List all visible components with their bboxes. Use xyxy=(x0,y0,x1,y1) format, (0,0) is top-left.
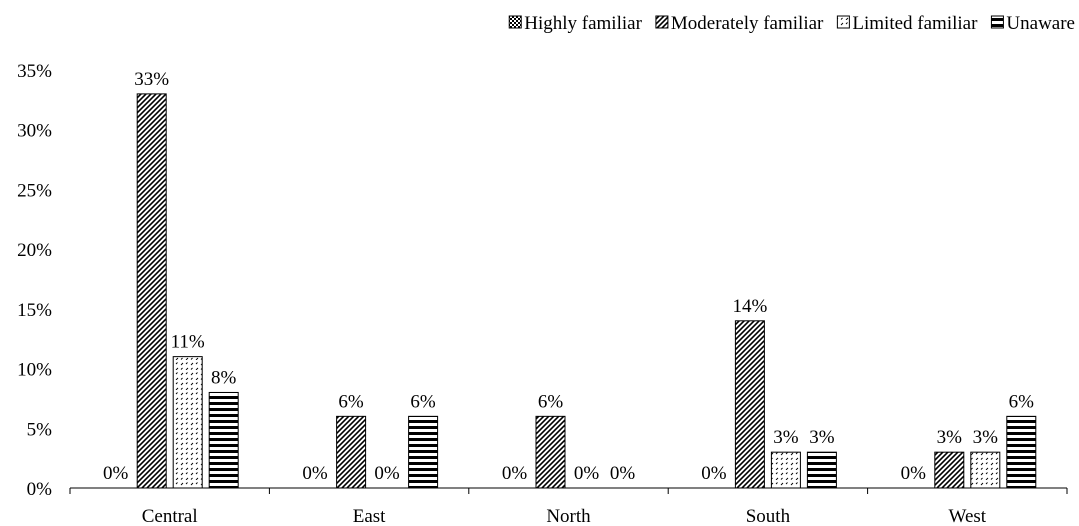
legend-label-highly-familiar: Highly familiar xyxy=(524,13,642,34)
data-labels: 0% 33% 11% 8% 0% 6% 0% 6% 0% 6% 0% 0% 0% 14% 3% 3% 0% 3% 3… xyxy=(103,69,1034,484)
data-label-east-moderately-familiar: 6% xyxy=(338,391,364,412)
bar-south-limited-familiar xyxy=(770,451,801,489)
bar-north-moderately-familiar xyxy=(535,415,566,489)
legend-swatch-highly-familiar xyxy=(508,15,522,29)
data-label-west-moderately-familiar: 3% xyxy=(937,427,963,448)
data-label-south-unaware: 3% xyxy=(809,427,835,448)
x-axis: Central East North South West xyxy=(69,488,1068,526)
y-tick-label: 5% xyxy=(27,419,53,440)
data-label-east-unaware: 6% xyxy=(410,391,436,412)
x-tick-label-north: North xyxy=(546,506,591,526)
data-label-east-highly-familiar: 0% xyxy=(302,463,328,484)
y-tick-label: 35% xyxy=(17,61,52,82)
bar-east-unaware xyxy=(408,415,439,489)
legend-label-unaware: Unaware xyxy=(1006,13,1075,34)
y-tick-label: 15% xyxy=(17,300,52,321)
legend: Highly familiar Moderately familiar Limite… xyxy=(508,13,1075,34)
legend-item-highly-familiar: Highly familiar xyxy=(508,13,643,34)
y-tick-label: 20% xyxy=(17,240,52,261)
data-label-south-limited-familiar: 3% xyxy=(773,427,799,448)
y-tick-label: 0% xyxy=(27,479,53,500)
data-label-north-moderately-familiar: 6% xyxy=(538,391,564,412)
bar-central-unaware xyxy=(208,391,239,489)
legend-item-limited-familiar: Limited familiar xyxy=(836,13,978,34)
bars xyxy=(136,93,1037,489)
data-label-south-highly-familiar: 0% xyxy=(701,463,727,484)
legend-item-moderately-familiar: Moderately familiar xyxy=(655,13,824,34)
data-label-west-highly-familiar: 0% xyxy=(901,463,927,484)
data-label-east-limited-familiar: 0% xyxy=(374,463,400,484)
bar-south-unaware xyxy=(806,451,837,489)
x-tick-label-east: East xyxy=(353,506,386,526)
bar-west-limited-familiar xyxy=(970,451,1001,489)
y-tick-label: 10% xyxy=(17,360,52,381)
legend-item-unaware: Unaware xyxy=(990,13,1075,34)
legend-swatch-moderately-familiar xyxy=(655,15,669,29)
data-label-north-limited-familiar: 0% xyxy=(574,463,600,484)
data-label-central-moderately-familiar: 33% xyxy=(134,69,169,90)
data-label-north-unaware: 0% xyxy=(610,463,636,484)
legend-label-limited-familiar: Limited familiar xyxy=(852,13,978,34)
bar-central-moderately-familiar xyxy=(136,93,167,489)
bar-south-moderately-familiar xyxy=(734,320,765,489)
bar-west-moderately-familiar xyxy=(934,451,965,489)
y-tick-label: 25% xyxy=(17,180,52,201)
y-tick-label: 30% xyxy=(17,121,52,142)
data-label-central-unaware: 8% xyxy=(211,367,237,388)
bar-central-limited-familiar xyxy=(172,356,203,489)
data-label-south-moderately-familiar: 14% xyxy=(732,296,767,317)
data-label-central-limited-familiar: 11% xyxy=(171,332,205,353)
legend-label-moderately-familiar: Moderately familiar xyxy=(671,13,824,34)
x-tick-label-west: West xyxy=(949,506,987,526)
legend-swatch-limited-familiar xyxy=(836,15,850,29)
data-label-west-limited-familiar: 3% xyxy=(973,427,999,448)
data-label-central-highly-familiar: 0% xyxy=(103,463,129,484)
data-label-north-highly-familiar: 0% xyxy=(502,463,528,484)
x-tick-label-south: South xyxy=(746,506,791,526)
bar-east-moderately-familiar xyxy=(336,415,367,489)
legend-swatch-unaware xyxy=(990,15,1004,29)
y-axis: 0% 5% 10% 15% 20% 25% 30% 35% xyxy=(17,61,1067,500)
bar-west-unaware xyxy=(1006,415,1037,489)
x-tick-label-central: Central xyxy=(142,506,198,526)
data-label-west-unaware: 6% xyxy=(1009,391,1035,412)
